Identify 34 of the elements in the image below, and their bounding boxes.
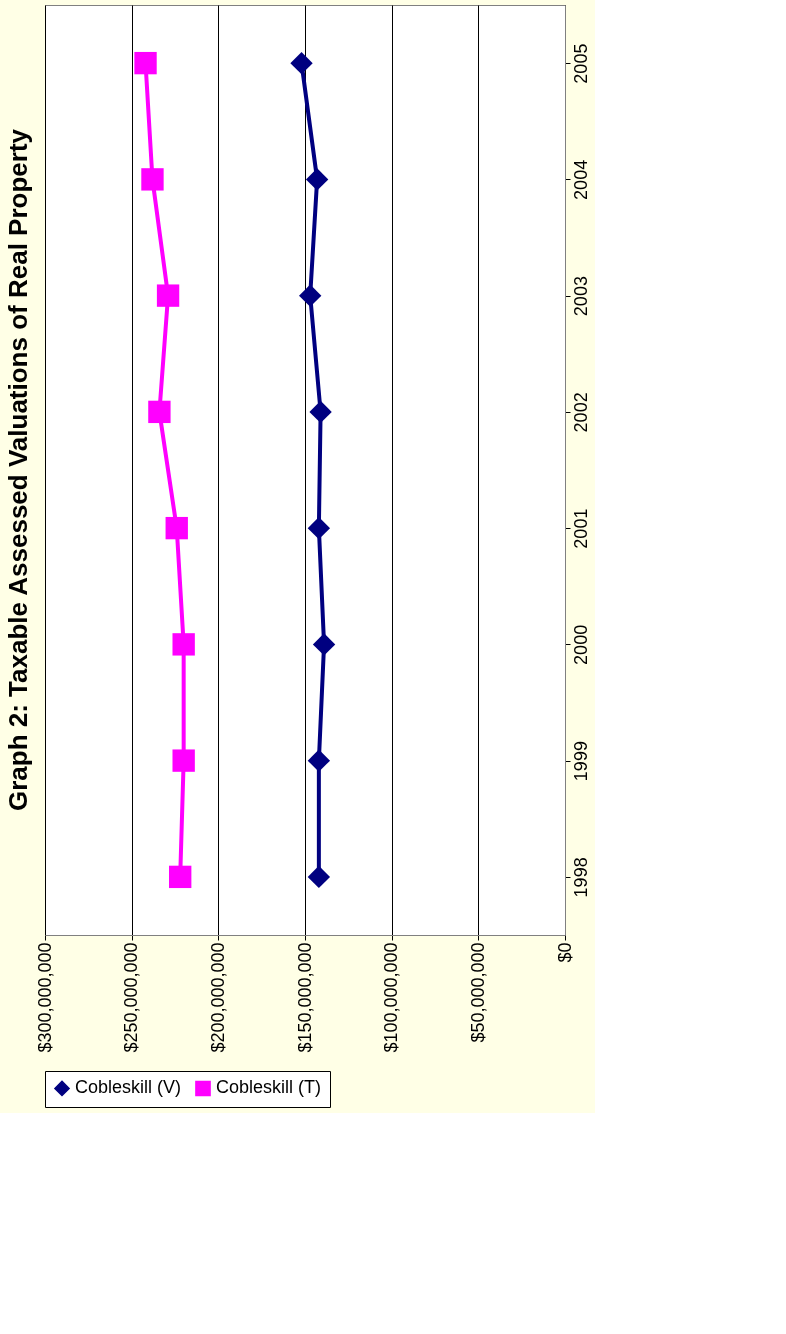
point (169, 865, 192, 889)
y-tick-label: 2002 (570, 392, 591, 433)
y-tick-label: 2000 (570, 624, 591, 665)
y-tick-label: 2003 (570, 276, 591, 317)
y-tick-label: 2005 (570, 43, 591, 84)
point (307, 865, 331, 889)
x-tick-label: $200,000,000 (207, 942, 228, 1053)
point (290, 51, 313, 75)
point (148, 400, 171, 424)
point (299, 284, 322, 307)
point (307, 516, 331, 540)
point (156, 284, 180, 307)
x-tick-label: $0 (554, 942, 575, 963)
x-tick-label: $100,000,000 (381, 942, 402, 1053)
text: Graph 2: Taxable Assessed Valuations of Real Property (3, 128, 33, 812)
point (172, 633, 195, 656)
point (307, 749, 331, 772)
y-tick-label: 1999 (570, 741, 591, 782)
point (312, 633, 336, 656)
point (309, 400, 332, 424)
y-tick-label: 2004 (570, 159, 591, 200)
x-tick-label: $250,000,000 (121, 942, 142, 1053)
point (165, 516, 188, 540)
y-tick-label: 1998 (570, 857, 591, 898)
point (172, 749, 195, 772)
x-tick-label: $150,000,000 (294, 942, 315, 1053)
point (141, 168, 164, 191)
legend-label: Cobleskill (T) (216, 1077, 322, 1098)
legend-label: Cobleskill (V) (75, 1077, 182, 1098)
x-tick-label: $300,000,000 (34, 942, 55, 1053)
x-tick-label: $50,000,000 (467, 942, 488, 1043)
y-tick-label: 2001 (570, 508, 591, 549)
point (305, 168, 329, 191)
point (134, 51, 157, 75)
